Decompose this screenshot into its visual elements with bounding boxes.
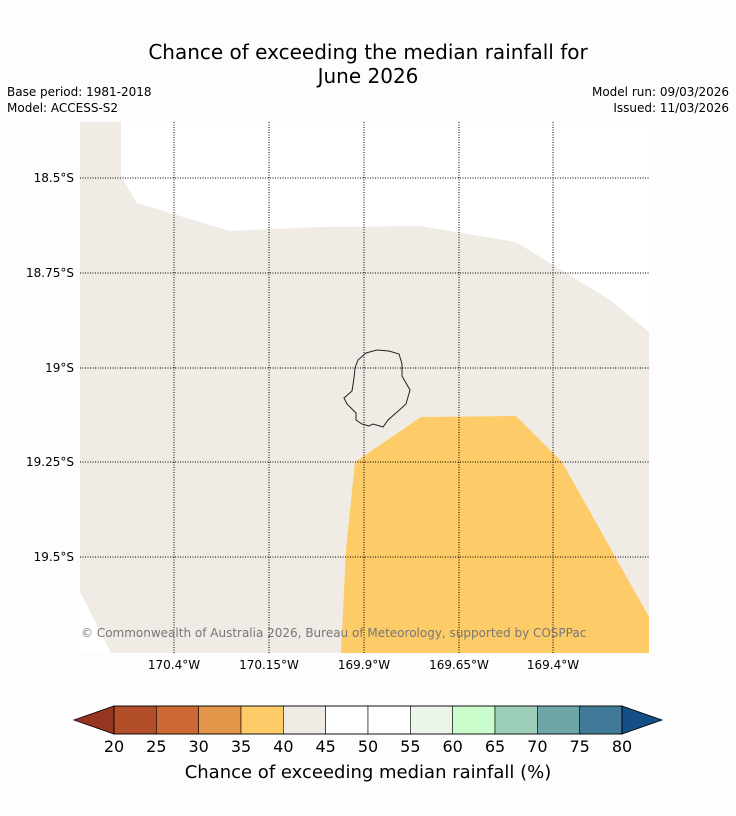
colorbar-tick-label: 45 <box>315 737 335 756</box>
lat-label: 19.5°S <box>34 550 74 564</box>
lat-label: 18.75°S <box>26 266 74 280</box>
colorbar-cell <box>410 705 453 735</box>
colorbar-cell <box>537 705 580 735</box>
colorbar-tick-label: 70 <box>527 737 547 756</box>
lat-label: 18.5°S <box>34 171 74 185</box>
colorbar-tick-label: 20 <box>104 737 124 756</box>
colorbar-cell <box>283 705 326 735</box>
colorbar-cell <box>367 705 411 735</box>
lon-label: 170.4°W <box>148 658 200 672</box>
region-35-40 <box>341 416 649 653</box>
gridlines <box>80 122 649 653</box>
lon-label: 169.9°W <box>338 658 390 672</box>
lon-label: 170.15°W <box>239 658 299 672</box>
colorbar-cell <box>240 705 284 735</box>
colorbar-frame <box>113 705 623 735</box>
map-title-line1: Chance of exceeding the median rainfall … <box>148 40 588 64</box>
model-name: Model: ACCESS-S2 <box>7 101 119 115</box>
colorbar-cell <box>579 705 623 735</box>
colorbar-low-extension <box>72 705 115 735</box>
colorbar-tick-label: 30 <box>188 737 208 756</box>
colorbar: 20 25 30 35 40 45 50 55 60 65 70 75 80 Chance of exc… <box>72 705 664 783</box>
copyright-notice: © Commonwealth of Australia 2026, Bureau… <box>81 626 586 640</box>
colorbar-tick-label: 60 <box>442 737 462 756</box>
colorbar-cell <box>198 705 242 735</box>
issued-date: Issued: 11/03/2026 <box>613 101 729 115</box>
colorbar-cell <box>325 705 369 735</box>
colorbar-cell <box>156 705 199 735</box>
lat-label: 19°S <box>45 361 74 375</box>
colorbar-tick-label: 50 <box>358 737 378 756</box>
island-outline <box>343 349 411 428</box>
colorbar-cell <box>494 705 538 735</box>
colorbar-tick-label: 35 <box>231 737 251 756</box>
colorbar-tick-label: 25 <box>146 737 166 756</box>
lat-label: 19.25°S <box>26 455 74 469</box>
colorbar-tick-label: 65 <box>485 737 505 756</box>
model-run: Model run: 09/03/2026 <box>591 85 729 99</box>
colorbar-title: Chance of exceeding median rainfall (%) <box>185 762 552 783</box>
colorbar-tick-label: 80 <box>612 737 632 756</box>
colorbar-tick-label: 55 <box>400 737 420 756</box>
colorbar-high-extension <box>621 705 664 735</box>
map-title-line2: June 2026 <box>317 64 419 88</box>
lon-label: 169.4°W <box>527 658 579 672</box>
base-period: Base period: 1981-2018 <box>7 85 152 99</box>
lon-label: 169.65°W <box>429 658 489 672</box>
colorbar-cell <box>113 705 157 735</box>
colorbar-cell <box>452 705 496 735</box>
colorbar-tick-label: 40 <box>273 737 293 756</box>
colorbar-tick-label: 75 <box>569 737 589 756</box>
